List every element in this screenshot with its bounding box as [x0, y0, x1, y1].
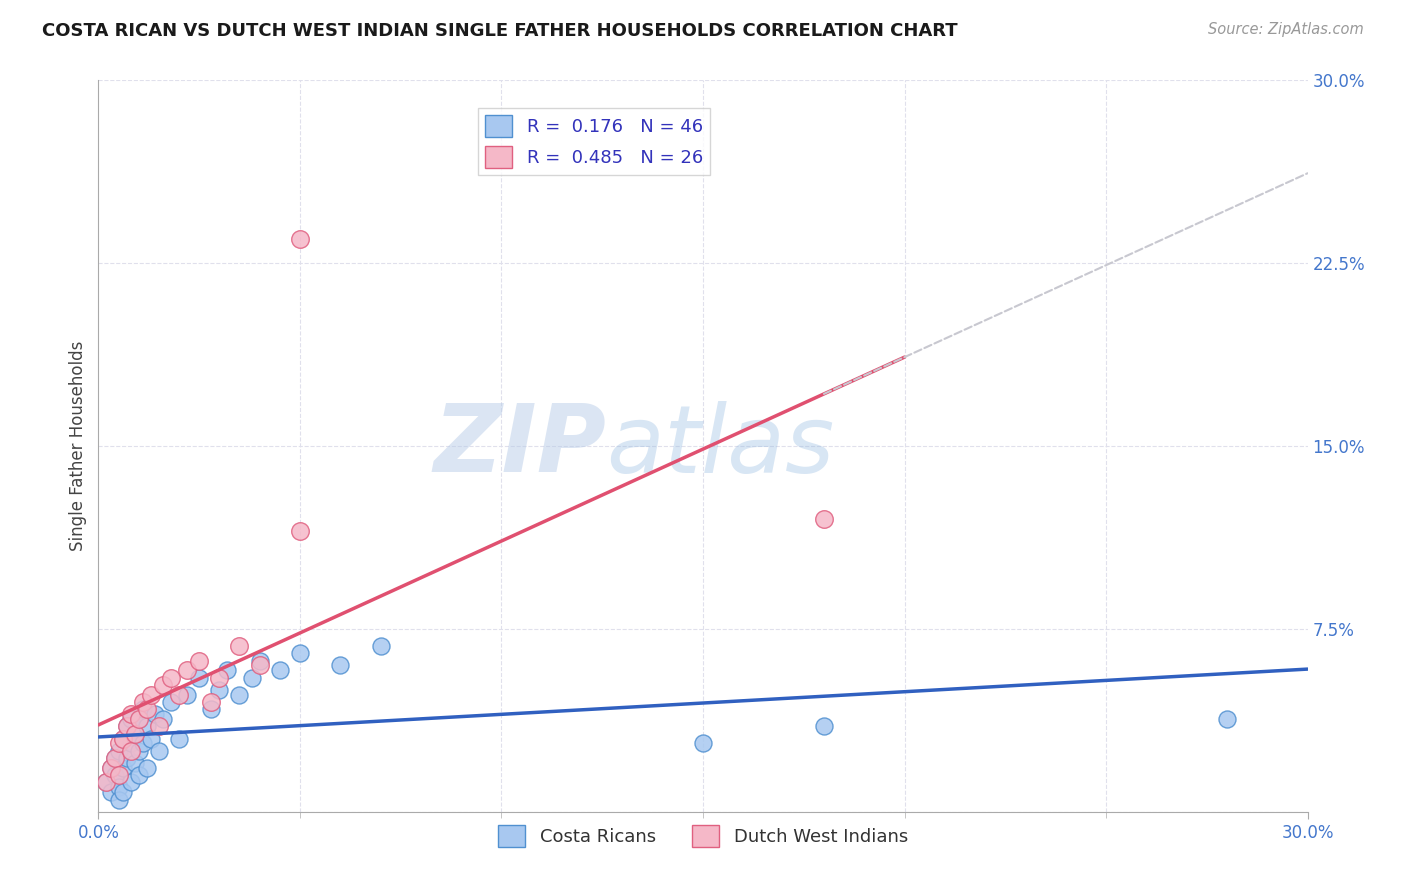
Point [160, 695, 183, 709]
Text: Source: ZipAtlas.com: Source: ZipAtlas.com [1208, 22, 1364, 37]
Point [139, 731, 162, 746]
Point [167, 688, 190, 702]
Point [107, 768, 129, 782]
Point [128, 768, 150, 782]
Point [100, 785, 122, 799]
Point [370, 639, 392, 653]
Point [200, 702, 222, 716]
Point [103, 751, 125, 765]
Point [288, 524, 311, 539]
Point [208, 682, 231, 697]
Point [120, 775, 142, 789]
Point [143, 707, 166, 722]
Text: ZIP: ZIP [433, 400, 606, 492]
Point [148, 719, 170, 733]
Legend: Costa Ricans, Dutch West Indians: Costa Ricans, Dutch West Indians [491, 817, 915, 854]
Point [188, 671, 211, 685]
Point [1216, 712, 1239, 726]
Point [111, 761, 134, 775]
Text: COSTA RICAN VS DUTCH WEST INDIAN SINGLE FATHER HOUSEHOLDS CORRELATION CHART: COSTA RICAN VS DUTCH WEST INDIAN SINGLE … [42, 22, 957, 40]
Point [120, 712, 142, 726]
Point [152, 712, 174, 726]
Point [103, 768, 125, 782]
Point [124, 727, 146, 741]
Point [115, 751, 138, 765]
Point [329, 658, 352, 673]
Point [176, 688, 198, 702]
Point [107, 736, 129, 750]
Point [288, 646, 311, 660]
Point [813, 719, 835, 733]
Point [120, 707, 142, 722]
Point [115, 719, 138, 733]
Point [135, 702, 157, 716]
Point [167, 731, 190, 746]
Point [120, 736, 142, 750]
Point [107, 792, 129, 806]
Point [100, 761, 122, 775]
Point [217, 663, 239, 677]
Point [107, 744, 129, 758]
Point [100, 761, 122, 775]
Point [269, 663, 291, 677]
Point [103, 751, 125, 765]
Point [132, 736, 155, 750]
Point [692, 736, 714, 750]
Point [176, 663, 198, 677]
Point [111, 731, 134, 746]
Point [160, 671, 183, 685]
Point [115, 719, 138, 733]
Y-axis label: Single Father Households: Single Father Households [69, 341, 87, 551]
Point [124, 756, 146, 770]
Point [240, 671, 263, 685]
Point [135, 761, 157, 775]
Point [249, 658, 271, 673]
Point [200, 695, 222, 709]
Point [132, 695, 155, 709]
Point [148, 744, 170, 758]
Point [128, 744, 150, 758]
Point [228, 639, 250, 653]
Point [128, 712, 150, 726]
Point [111, 731, 134, 746]
Text: atlas: atlas [606, 401, 835, 491]
Point [124, 727, 146, 741]
Point [228, 688, 250, 702]
Point [120, 744, 142, 758]
Point [288, 232, 311, 246]
Point [107, 780, 129, 795]
Point [139, 688, 162, 702]
Point [188, 654, 211, 668]
Point [135, 719, 157, 733]
Point [152, 678, 174, 692]
Point [249, 654, 271, 668]
Point [96, 775, 118, 789]
Point [813, 512, 835, 526]
Point [111, 785, 134, 799]
Point [96, 775, 118, 789]
Point [132, 702, 155, 716]
Point [128, 712, 150, 726]
Point [208, 671, 231, 685]
